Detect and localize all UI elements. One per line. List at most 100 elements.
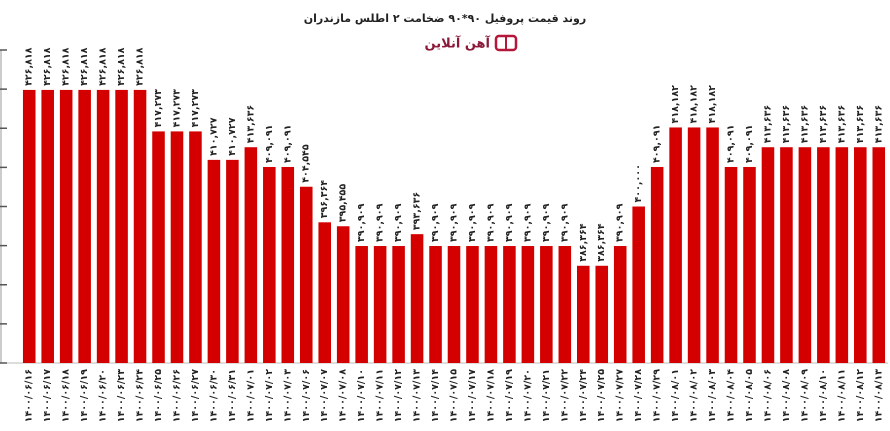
bar (96, 89, 110, 363)
bar (355, 246, 368, 363)
value-label: ۴۱۳,۶۳۶ (818, 105, 829, 143)
bar (281, 166, 295, 363)
value-label: ۴۰۰,۰۰۰ (633, 164, 644, 202)
bar (318, 222, 332, 363)
bar (521, 246, 535, 363)
value-label: ۳۹۵,۴۵۵ (338, 184, 349, 223)
bar (761, 147, 775, 363)
bar (447, 246, 461, 363)
bar (263, 166, 276, 363)
value-label: ۴۲۶,۸۱۸ (135, 47, 146, 86)
value-label: ۴۱۳,۶۳۶ (245, 105, 256, 143)
value-label: ۴۱۷,۲۷۳ (190, 89, 201, 128)
value-label: ۴۰۹,۰۹۱ (652, 125, 663, 163)
x-tick-label: ۱۴۰۰/۰۸/۱۰ (818, 369, 829, 422)
x-tick-label: ۱۴۰۰/۰۷/۰۸ (338, 369, 349, 423)
value-label: ۴۲۶,۸۱۸ (79, 47, 90, 86)
chart-title: روند قیمت پروفیل ۹۰*۹۰ ضخامت ۲ اطلس مازن… (304, 12, 586, 25)
bar (872, 147, 886, 363)
x-tick-label: ۱۴۰۰/۰۶/۱۹ (79, 369, 90, 423)
value-label: ۴۲۶,۸۱۸ (61, 47, 72, 86)
value-label: ۴۱۸,۱۸۲ (707, 85, 718, 124)
bar (226, 159, 239, 363)
x-tick-label: ۱۴۰۰/۰۷/۱۳ (412, 369, 423, 423)
value-label: ۴۲۶,۸۱۸ (42, 47, 53, 86)
value-label: ۴۰۹,۰۹۱ (264, 125, 275, 163)
x-tick-label: ۱۴۰۰/۰۷/۰۳ (282, 369, 293, 423)
x-tick-label: ۱۴۰۰/۰۶/۱۷ (42, 369, 53, 423)
value-label: ۳۹۰,۹۰۹ (356, 203, 367, 242)
bar (59, 89, 73, 363)
x-tick-label: ۱۴۰۰/۰۶/۲۵ (153, 369, 164, 423)
bar (207, 159, 221, 363)
bar (466, 246, 479, 363)
bar (854, 147, 867, 363)
bar (429, 246, 442, 363)
value-label: ۳۹۰,۹۰۹ (504, 203, 515, 242)
value-label: ۳۹۰,۹۰۹ (485, 203, 496, 242)
value-label: ۳۹۰,۹۰۹ (430, 203, 441, 242)
bar (299, 186, 313, 363)
value-label: ۴۲۶,۸۱۸ (24, 47, 35, 86)
x-tick-label: ۱۴۰۰/۰۶/۳۱ (227, 369, 238, 422)
x-tick-label: ۱۴۰۰/۰۷/۲۱ (541, 369, 552, 422)
value-label: ۳۹۰,۹۰۹ (467, 203, 478, 242)
x-tick-label: ۱۴۰۰/۰۸/۱۲ (855, 369, 866, 423)
value-label: ۴۱۳,۶۳۶ (873, 105, 884, 143)
bar (336, 226, 350, 363)
bar (373, 246, 387, 363)
x-tick-label: ۱۴۰۰/۰۷/۲۰ (522, 369, 533, 422)
x-tick-label: ۱۴۰۰/۰۸/۰۵ (744, 369, 755, 423)
x-tick-label: ۱۴۰۰/۰۶/۱۸ (61, 369, 72, 423)
x-tick-label: ۱۴۰۰/۰۶/۲۰ (98, 369, 109, 422)
value-label: ۳۸۶,۳۶۴ (578, 223, 589, 262)
x-tick-label: ۱۴۰۰/۰۶/۲۷ (190, 369, 201, 423)
value-label: ۴۱۰,۷۲۷ (227, 117, 238, 156)
x-tick-label: ۱۴۰۰/۰۷/۱۸ (485, 369, 496, 423)
bar (798, 147, 812, 363)
x-tick-label: ۱۴۰۰/۰۷/۱۱ (375, 369, 386, 422)
bar (115, 89, 128, 363)
bar (687, 127, 701, 364)
x-tick-label: ۱۴۰۰/۰۶/۲۶ (171, 369, 182, 422)
bar (133, 89, 147, 363)
bar (613, 246, 627, 363)
value-label: ۴۰۹,۰۹۱ (744, 125, 755, 163)
bar (835, 147, 849, 363)
value-label: ۴۲۶,۸۱۸ (116, 47, 127, 86)
value-label: ۳۹۳,۶۳۶ (412, 192, 423, 230)
bar (392, 246, 405, 363)
logo: آهن آنلاین (425, 35, 518, 52)
bar (595, 265, 609, 363)
value-label: ۳۹۰,۹۰۹ (375, 203, 386, 242)
value-label: ۴۲۶,۸۱۸ (98, 47, 109, 86)
bar (170, 131, 184, 363)
value-label: ۳۸۶,۳۶۴ (596, 223, 607, 262)
bar (244, 147, 258, 363)
value-label: ۴۰۹,۰۹۱ (726, 125, 737, 163)
value-label: ۳۹۰,۹۰۹ (615, 203, 626, 242)
x-tick-label: ۱۴۰۰/۰۷/۱۹ (504, 369, 515, 423)
bar (743, 166, 756, 363)
value-label: ۳۹۰,۹۰۹ (541, 203, 552, 242)
x-tick-label: ۱۴۰۰/۰۷/۱۴ (430, 369, 441, 423)
x-tick-label: ۱۴۰۰/۰۸/۰۱ (670, 369, 681, 422)
value-label: ۴۱۳,۶۳۶ (855, 105, 866, 143)
bar (22, 89, 36, 363)
bar (484, 246, 498, 363)
x-tick-label: ۱۴۰۰/۰۷/۱۵ (449, 369, 460, 423)
x-tick-label: ۱۴۰۰/۰۸/۰۶ (762, 369, 773, 422)
x-tick-label: ۱۴۰۰/۰۷/۰۲ (264, 369, 275, 423)
value-label: ۳۹۰,۹۰۹ (449, 203, 460, 242)
value-label: ۴۱۳,۶۳۶ (836, 105, 847, 143)
x-tick-label: ۱۴۰۰/۰۷/۱۲ (393, 369, 404, 423)
bar (706, 127, 719, 364)
bar (632, 206, 645, 363)
value-label: ۴۰۴,۵۴۵ (301, 144, 312, 183)
value-label: ۴۱۳,۶۳۶ (762, 105, 773, 143)
value-label: ۴۱۳,۶۳۶ (799, 105, 810, 143)
value-label: ۳۹۰,۹۰۹ (393, 203, 404, 242)
x-tick-label: ۱۴۰۰/۰۸/۰۸ (781, 369, 792, 423)
bar (817, 147, 830, 363)
